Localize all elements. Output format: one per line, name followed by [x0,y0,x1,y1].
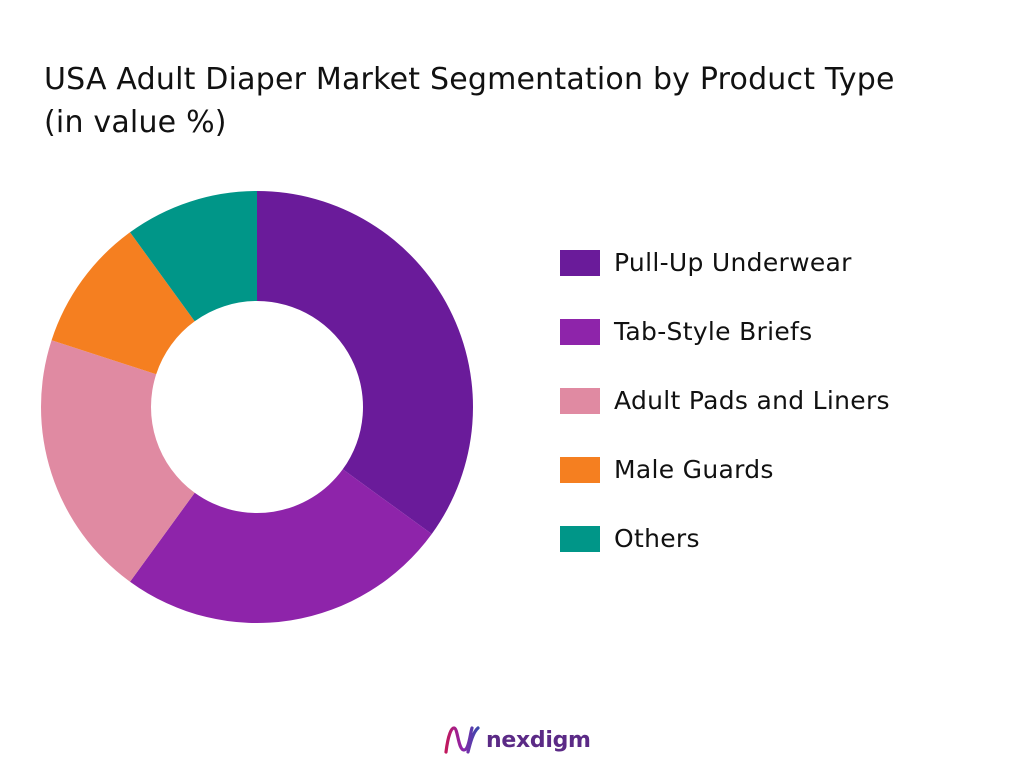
legend-label-pull-up-underwear: Pull-Up Underwear [614,248,852,277]
donut-slice-tab-style-briefs [130,469,432,623]
nexdigm-logo-text: nexdigm [486,727,591,753]
chart-title-line-2: (in value %) [44,105,227,140]
legend-label-male-guards: Male Guards [614,455,774,484]
donut-chart [41,191,474,623]
nexdigm-logo-icon [444,726,480,754]
legend-item-male-guards: Male Guards [560,449,890,518]
nexdigm-logo: nexdigm [442,722,591,758]
legend-item-adult-pads-and-liners: Adult Pads and Liners [560,380,890,449]
legend-item-tab-style-briefs: Tab-Style Briefs [560,311,890,380]
legend-item-pull-up-underwear: Pull-Up Underwear [560,242,890,311]
legend-swatch-others [560,526,600,552]
donut-slice-male-guards [51,232,195,375]
donut-slice-pull-up-underwear [257,191,474,534]
legend-swatch-adult-pads-and-liners [560,388,600,414]
chart-title: USA Adult Diaper Market Segmentation by … [44,58,994,144]
legend-item-others: Others [560,518,890,587]
legend-swatch-male-guards [560,457,600,483]
chart-title-line-1: USA Adult Diaper Market Segmentation by … [44,62,895,97]
donut-slice-adult-pads-and-liners [41,340,195,582]
donut-slice-others [130,191,257,322]
legend-swatch-tab-style-briefs [560,319,600,345]
legend-label-tab-style-briefs: Tab-Style Briefs [614,317,813,346]
chart-legend: Pull-Up Underwear Tab-Style Briefs Adult P… [560,242,890,587]
legend-label-others: Others [614,524,700,553]
legend-label-adult-pads-and-liners: Adult Pads and Liners [614,386,890,415]
legend-swatch-pull-up-underwear [560,250,600,276]
